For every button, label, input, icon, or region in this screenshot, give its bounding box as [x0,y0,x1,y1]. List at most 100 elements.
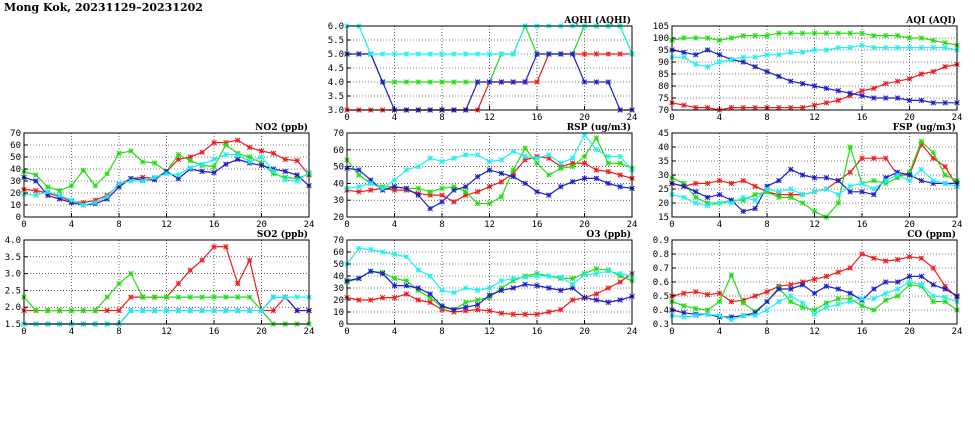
y-tick-label: 25 [658,185,669,195]
data-point-red [835,269,842,275]
data-point-cyan [92,199,99,206]
data-point-blue [581,175,588,182]
data-point-cyan [871,44,877,51]
y-tick-label: 70 [333,236,344,246]
data-point-red [835,97,842,104]
data-point-blue [681,310,687,316]
data-point-cyan [752,197,758,203]
data-point-blue [486,292,493,298]
data-point-green [163,294,170,300]
data-point-green [80,307,87,314]
x-tick-label: 24 [952,113,963,123]
x-tick-label: 12 [809,220,820,230]
data-point-blue [510,285,517,291]
data-point-cyan [617,270,623,277]
y-tick-label: 5.5 [328,36,344,46]
data-point-cyan [367,51,374,57]
data-point-blue [764,298,770,305]
data-point-red [522,311,528,318]
y-tick-label: 3.5 [5,253,21,263]
data-point-red [882,155,889,161]
data-point-cyan [716,312,723,319]
data-point-green [930,149,937,156]
y-tick-label: 40 [10,165,21,175]
data-point-cyan [835,191,842,198]
data-point-green [116,150,122,157]
data-point-blue [918,97,925,104]
data-point-red [787,282,794,288]
data-point-cyan [403,51,410,57]
data-point-red [811,276,818,282]
data-point-cyan [776,52,782,58]
data-point-green [692,194,699,201]
data-point-blue [787,78,794,84]
data-point-blue [906,97,913,104]
data-point-cyan [740,194,747,201]
data-point-red [617,279,623,285]
data-point-cyan [139,178,146,184]
x-tick-label: 24 [627,220,638,230]
data-point-blue [474,302,481,308]
data-point-blue [704,194,711,201]
data-point-cyan [942,180,948,187]
data-point-green [942,298,948,305]
data-point-red [918,71,925,77]
data-point-cyan [942,294,948,301]
data-point-blue [823,85,830,92]
x-tick-label: 16 [209,327,220,337]
y-tick-label: 45 [658,129,669,139]
data-point-cyan [486,285,493,291]
data-point-blue [534,282,540,289]
data-point-cyan [740,312,747,319]
data-point-green [498,194,505,200]
data-point-red [104,307,110,314]
data-point-red [906,76,913,82]
x-tick-label: 24 [952,327,963,337]
data-point-cyan [704,311,711,317]
x-tick-label: 12 [161,220,172,230]
data-point-cyan [930,44,937,51]
data-point-green [859,303,865,309]
data-point-red [510,311,517,318]
data-point-cyan [692,312,699,319]
data-point-blue [740,208,747,215]
data-point-cyan [776,298,782,305]
data-point-blue [498,287,505,294]
data-point-cyan [211,156,217,163]
data-point-red [728,298,735,305]
x-tick-label: 4 [392,220,397,230]
data-point-cyan [211,307,217,314]
data-point-red [704,180,711,187]
y-tick-label: 30 [658,171,669,181]
x-tick-label: 4 [392,327,397,337]
data-point-green [175,151,182,158]
data-point-green [510,167,517,173]
data-point-cyan [906,44,913,51]
data-point-blue [593,175,600,182]
data-point-blue [617,297,623,303]
data-point-red [246,257,253,263]
data-point-blue [581,79,588,85]
chart-title: AQI (AQI) [905,15,956,26]
y-tick-label: 5.0 [328,50,344,60]
x-tick-label: 0 [669,327,674,337]
data-point-green [882,297,889,303]
data-point-red [116,307,122,314]
y-tick-label: 0 [339,320,344,330]
data-point-blue [581,294,588,301]
data-point-red [258,148,265,154]
data-point-green [787,298,794,305]
data-point-cyan [451,155,457,161]
data-point-blue [474,173,481,180]
data-point-red [234,280,241,287]
data-point-green [823,300,830,306]
data-point-blue [847,290,853,296]
data-point-blue [534,51,540,57]
data-point-blue [223,161,229,167]
data-point-blue [486,167,493,173]
x-tick-label: 20 [256,327,267,337]
data-point-green [439,185,445,192]
data-point-blue [799,282,806,288]
y-tick-label: 50 [333,260,344,270]
data-point-blue [716,52,723,58]
